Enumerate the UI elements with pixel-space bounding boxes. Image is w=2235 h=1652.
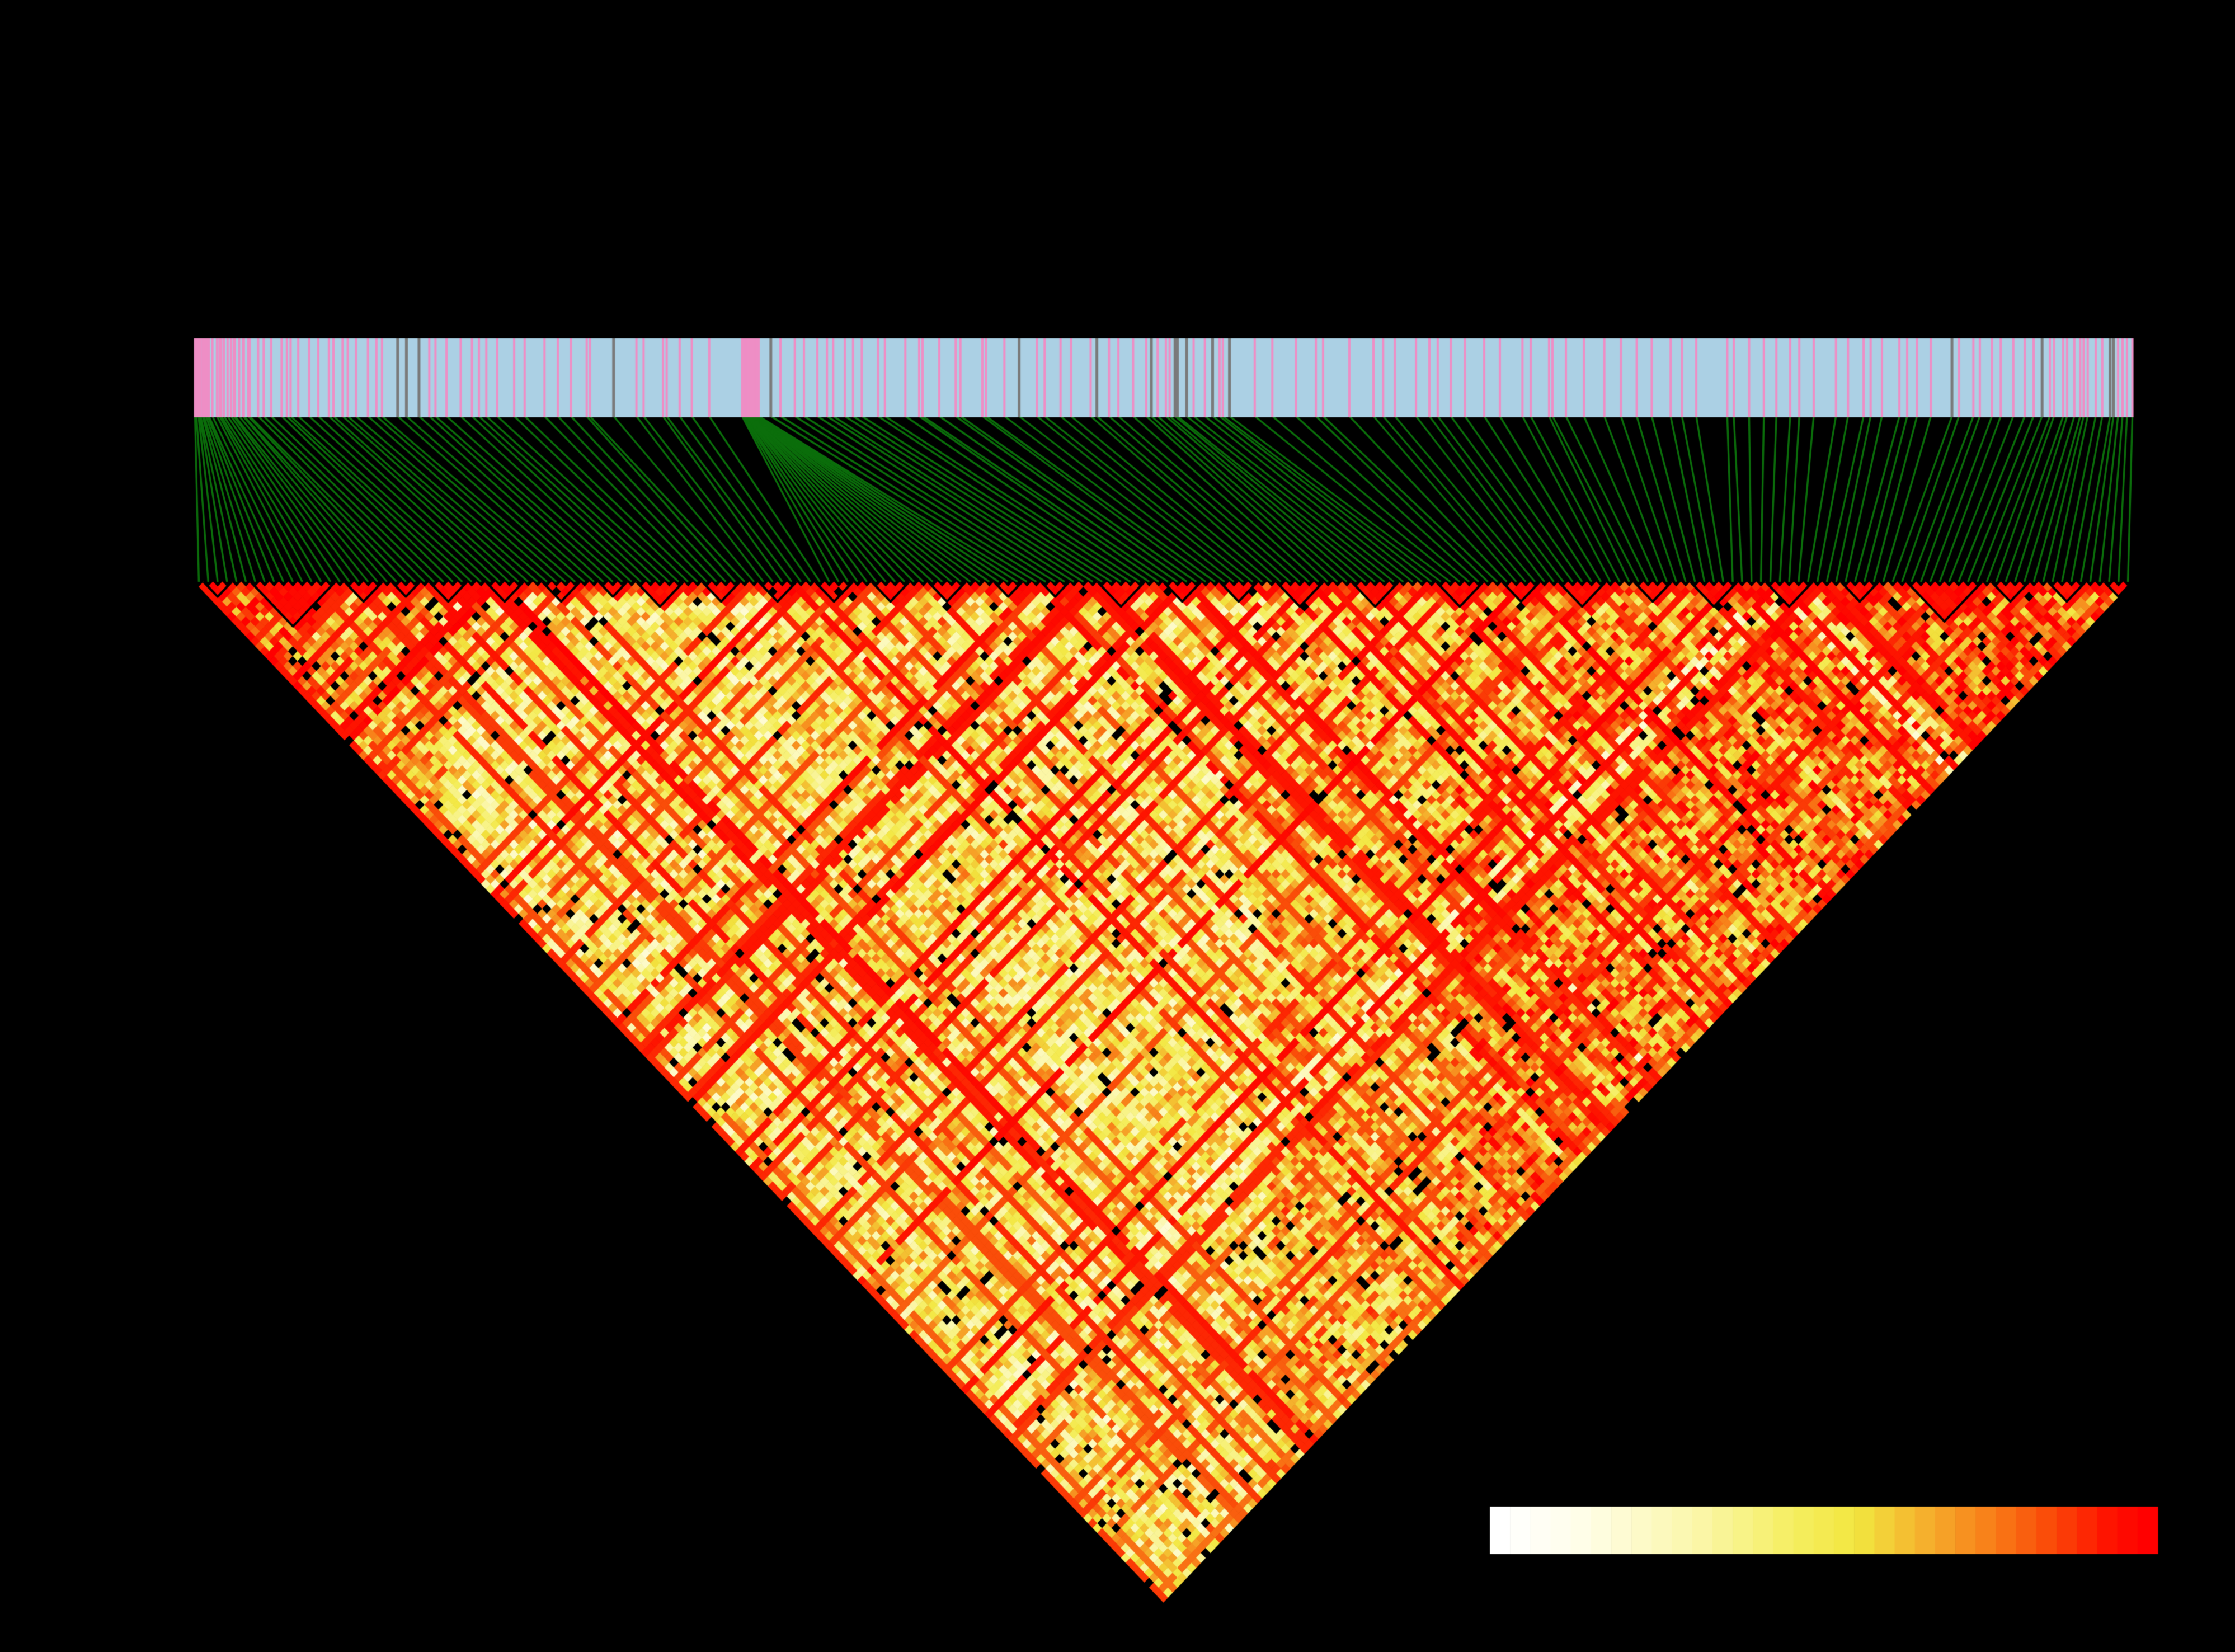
ld-triangle-heatmap	[194, 582, 2133, 1602]
color-key-legend	[1490, 1507, 2158, 1554]
snp-mapping-fan	[194, 417, 2133, 582]
genomic-position-ruler	[194, 338, 2133, 417]
